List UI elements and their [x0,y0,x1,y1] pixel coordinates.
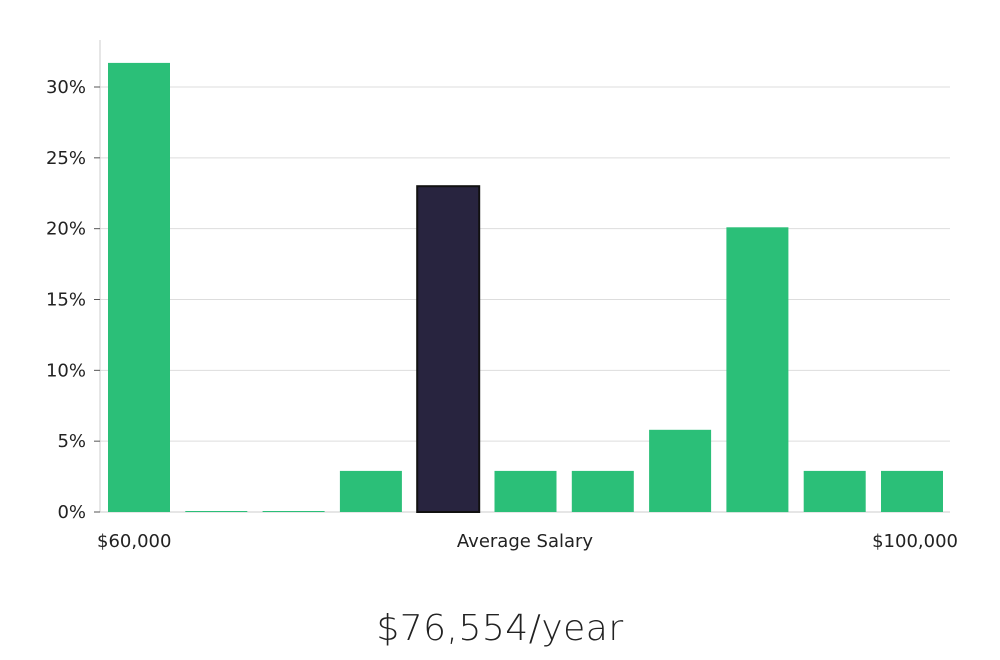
y-tick-label: 15% [46,290,86,311]
bar [339,470,402,512]
bar [881,470,943,512]
y-tick-label: 10% [46,360,86,381]
x-max-label: $100,000 [872,531,958,552]
bar [803,470,866,512]
x-min-label: $60,000 [97,531,171,552]
y-tick-label: 30% [46,77,86,98]
bar [571,470,634,512]
bar [494,470,557,512]
bar [108,62,170,513]
y-tick-label: 0% [57,502,86,523]
gridlines [100,86,950,513]
y-tick-label: 25% [46,148,86,169]
bar [726,227,789,513]
bars [108,62,943,513]
y-tick-label: 20% [46,219,86,240]
bar [262,511,325,512]
bar [185,511,248,512]
x-axis-label: Average Salary [457,531,594,552]
bar-highlighted [416,185,481,513]
average-salary-value: $76,554/year [376,608,624,649]
y-tick-label: 5% [57,431,86,452]
bar [649,429,712,512]
y-axis: 0% 5% 10% 15% 20% 25% 30% [46,40,101,523]
salary-histogram: 0% 5% 10% 15% 20% 25% 30% $60,000 Average Sala… [46,40,958,552]
